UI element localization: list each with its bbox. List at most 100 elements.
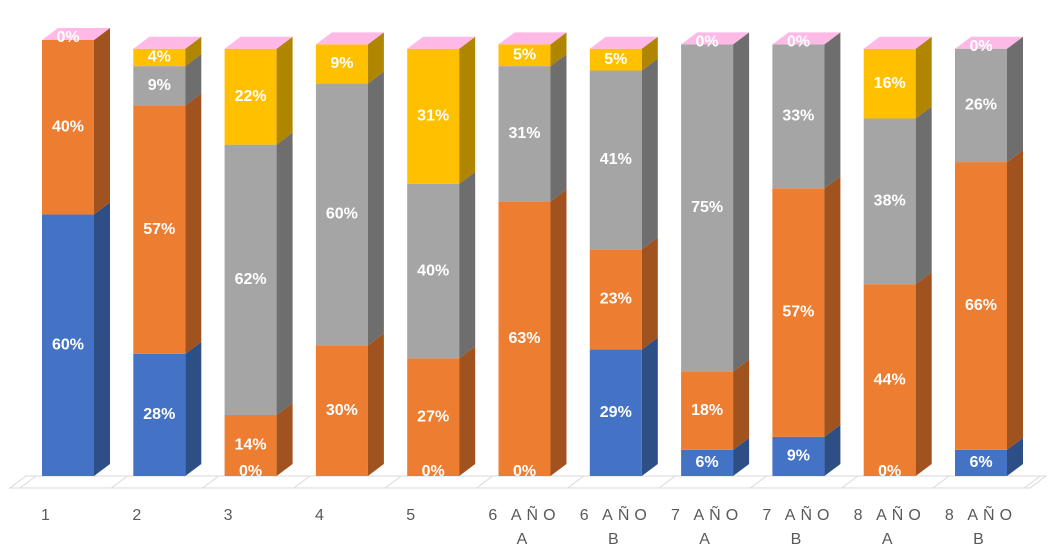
data-label: 40% <box>52 118 84 135</box>
bar-segment-side <box>824 176 841 437</box>
data-label: 23% <box>600 291 632 308</box>
floor-divider <box>567 475 585 489</box>
bar-segment <box>315 345 368 476</box>
data-label: 31% <box>417 108 449 125</box>
data-label: 75% <box>691 199 723 216</box>
bar-segment-side <box>550 54 567 202</box>
category-label: A <box>517 531 533 548</box>
bar-top-face <box>407 36 476 49</box>
category-label: 7 AÑO <box>762 504 834 524</box>
bar-segment-side <box>367 333 384 476</box>
bar-segment-side <box>733 32 750 372</box>
bar-segment <box>589 48 642 71</box>
bar-segment <box>589 249 642 350</box>
data-label: 22% <box>235 88 267 105</box>
bar-top-face <box>681 32 750 45</box>
bar-segment-side <box>185 36 202 67</box>
category-label: 6 AÑO <box>580 504 652 524</box>
data-label: 16% <box>874 75 906 92</box>
bar-top-face <box>224 36 293 49</box>
data-label: 5% <box>513 46 536 63</box>
data-label: 63% <box>508 330 540 347</box>
category-label: 7 AÑO <box>671 504 743 524</box>
bar-segment-side <box>733 359 750 450</box>
bar-segment <box>133 105 186 354</box>
bar-segment <box>133 353 186 476</box>
bar-segment <box>955 48 1007 163</box>
bar-top-face <box>589 36 658 49</box>
bar-segment <box>955 449 1007 476</box>
data-label: 40% <box>417 262 449 279</box>
floor-divider <box>1024 475 1041 489</box>
category-label: 4 <box>315 507 329 524</box>
data-label: 26% <box>965 97 997 114</box>
bar-segment <box>224 414 277 476</box>
floor-divider <box>841 475 859 489</box>
category-label: 3 <box>224 507 238 524</box>
bar-segment <box>589 70 642 250</box>
data-label: 0% <box>422 463 445 480</box>
data-label: 0% <box>969 38 992 55</box>
bar-segment-side <box>915 106 932 285</box>
bar-segment-side <box>915 36 932 119</box>
floor-divider <box>19 475 37 489</box>
bar-segment-side <box>459 346 476 476</box>
bar-segment-side <box>641 36 658 71</box>
bar-segment <box>681 449 734 476</box>
data-label: 9% <box>787 448 810 465</box>
bar-segment-side <box>185 341 202 476</box>
data-label: 62% <box>235 271 267 288</box>
data-label: 4% <box>148 49 171 66</box>
bar-segment-side <box>641 58 658 250</box>
data-label: 6% <box>696 454 719 471</box>
bar-top-face <box>315 32 384 45</box>
data-label: 57% <box>143 221 175 238</box>
floor-divider <box>293 475 311 489</box>
bar-segment-side <box>94 202 110 476</box>
data-label: 30% <box>326 402 358 419</box>
bar-segment-side <box>276 132 293 415</box>
floor-divider <box>384 475 402 489</box>
data-label: 9% <box>330 55 353 72</box>
bar-segment <box>863 284 916 476</box>
bar-segment-side <box>1007 150 1023 450</box>
category-label: 2 <box>132 507 146 524</box>
bar-segment <box>772 188 825 437</box>
data-label: 0% <box>787 34 810 51</box>
bar-segment <box>589 349 642 476</box>
bar-segment <box>498 44 551 67</box>
bar-top-face <box>772 32 841 45</box>
category-label: B <box>973 531 989 548</box>
bar-segment-side <box>641 337 658 476</box>
floor-divider <box>750 475 767 489</box>
floor-divider <box>111 475 128 489</box>
category-label: B <box>791 531 807 548</box>
data-label: 27% <box>417 408 449 425</box>
bar-segment-side <box>94 28 110 215</box>
bar-segment-side <box>276 402 293 476</box>
category-label: 1 <box>41 507 55 524</box>
bar-segment <box>224 48 277 145</box>
bar-top-face <box>498 32 567 45</box>
category-label: 8 AÑO <box>854 504 926 524</box>
data-label: 0% <box>239 463 262 480</box>
data-label: 9% <box>148 77 171 94</box>
bar-segment-side <box>550 189 567 476</box>
bar-segment-side <box>185 54 202 106</box>
bar-segment <box>224 144 277 415</box>
bar-segment <box>863 118 916 285</box>
floor-divider <box>932 475 950 489</box>
bar-segment <box>498 201 551 476</box>
bar-segment <box>42 40 94 215</box>
bar-segment-side <box>915 272 932 476</box>
floor-divider <box>476 475 493 489</box>
category-label: A <box>882 531 898 548</box>
bar-segment-side <box>367 71 384 346</box>
bar-segment <box>681 371 734 450</box>
bar-segment-side <box>641 237 658 350</box>
bar-segment-side <box>459 171 476 359</box>
bar-segment-side <box>459 36 476 184</box>
bar-top-face <box>42 28 110 40</box>
bar-top-face <box>863 36 932 49</box>
